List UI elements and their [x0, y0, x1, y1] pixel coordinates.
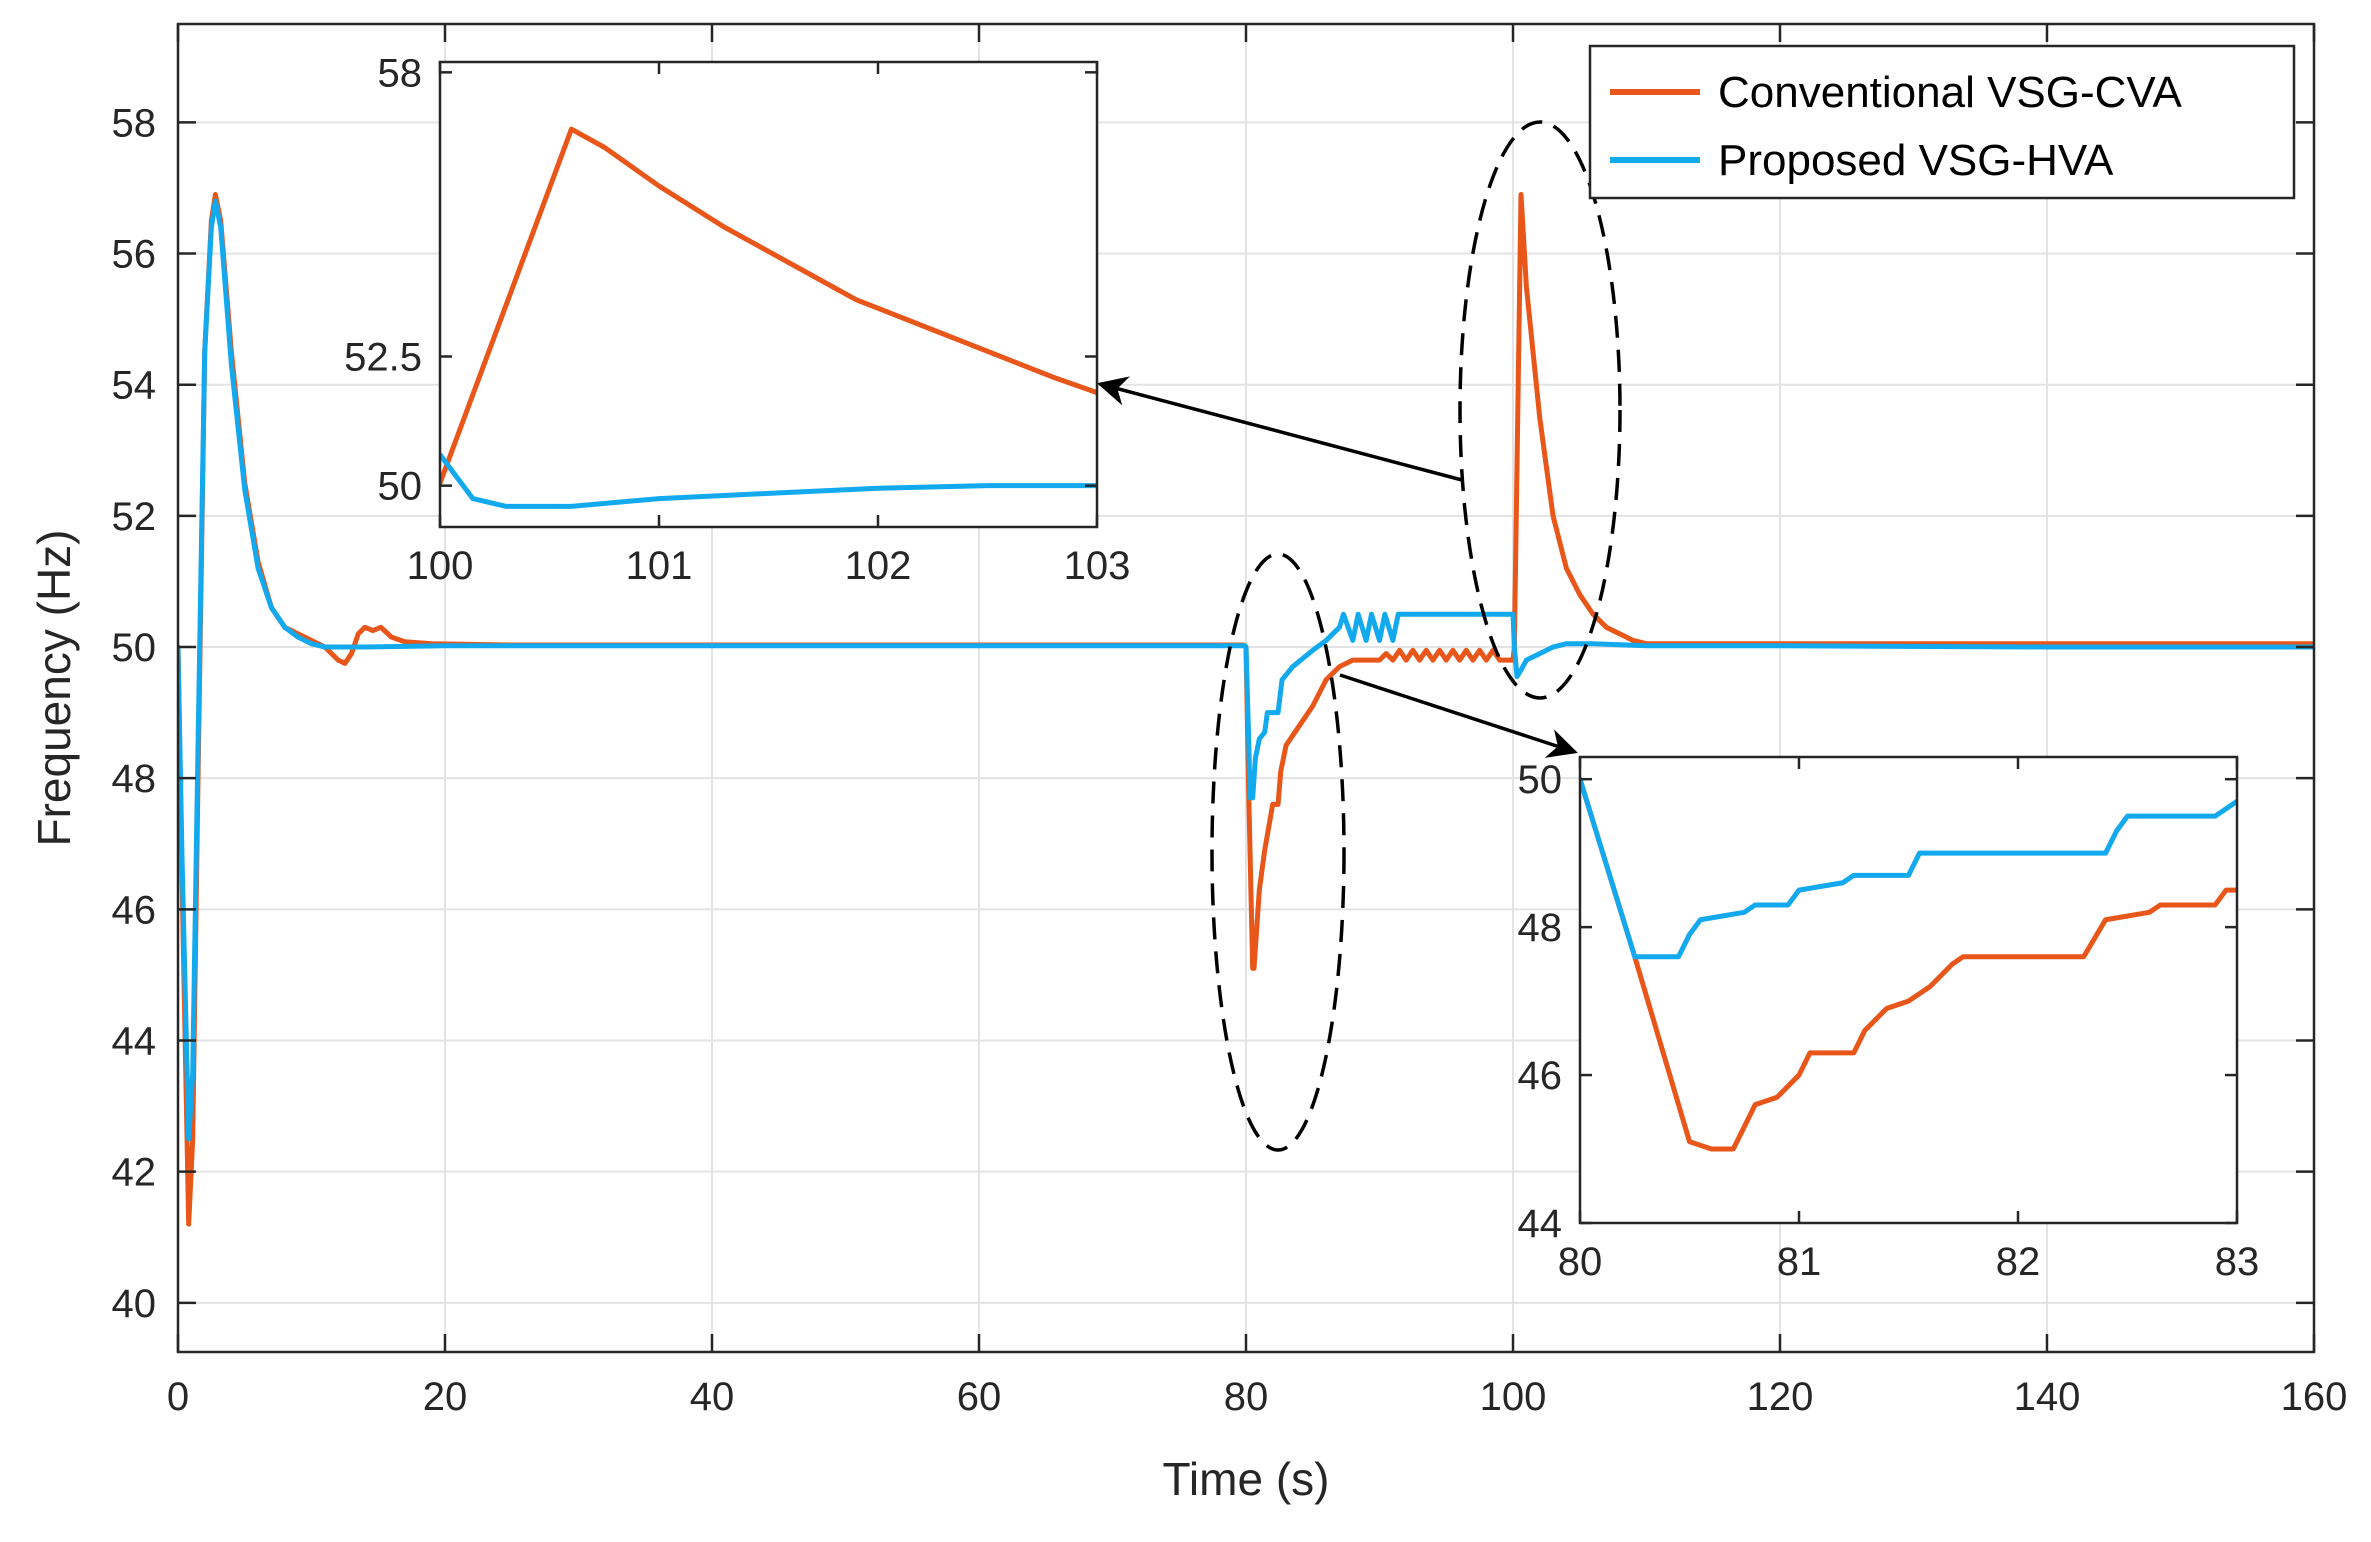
main-ytick-label-0: 40: [112, 1282, 157, 1326]
main-ytick-label-9: 58: [112, 101, 157, 145]
arrow-to-inset-100: [1097, 376, 1463, 482]
inset-80-series-conventional-line: [1580, 776, 2237, 1152]
ellipse-highlight-80s: [1210, 552, 1346, 1152]
main-axes: 0 20 40 60 80 100 120 140 160 40 42 44 46 48 50 52 54 56 5…: [28, 22, 2348, 1505]
inset-80-frame: [1578, 755, 2239, 1225]
main-ytick-label-6: 52: [112, 495, 157, 539]
inset-80-ytick-label-0: 44: [1518, 1202, 1563, 1246]
y-axis-label: Frequency (Hz): [28, 530, 80, 847]
main-ytick-label-8: 56: [112, 233, 157, 277]
inset-80-ytick-label-1: 46: [1518, 1054, 1563, 1098]
inset-100-ytick-label-1: 52.5: [344, 336, 422, 380]
inset-80-background: [1580, 757, 2237, 1223]
legend-box: [1588, 44, 2296, 200]
inset-100-series-conventional-line: [440, 126, 1097, 486]
inset-80-xtick-label-1: 81: [1777, 1240, 1822, 1284]
main-xtick-label-5: 100: [1480, 1375, 1547, 1419]
main-xtick-label-2: 40: [690, 1375, 735, 1419]
legend-label-conventional: Conventional VSG-CVA: [1718, 68, 2183, 117]
inset-80-xtick-label-2: 82: [1996, 1240, 2041, 1284]
main-xtick-label-8: 160: [2281, 1375, 2348, 1419]
inset-100-ytick-label-2: 58: [378, 51, 423, 95]
inset-100-background: [440, 62, 1097, 527]
inset-80-ytick-label-3: 50: [1518, 758, 1563, 802]
legend: Conventional VSG-CVA Proposed VSG-HVA: [1588, 44, 2296, 200]
main-ytick-label-3: 46: [112, 888, 157, 932]
inset-100-xtick-label-0: 100: [407, 544, 474, 588]
inset-100-xtick-label-1: 101: [626, 544, 693, 588]
legend-label-proposed: Proposed VSG-HVA: [1718, 136, 2114, 185]
main-ytick-label-2: 44: [112, 1019, 157, 1063]
ellipse-highlight-100s: [1458, 120, 1622, 700]
main-series-group: [178, 192, 2314, 1227]
main-ytick-label-5: 50: [112, 626, 157, 670]
x-axis-label: Time (s): [1163, 1453, 1330, 1505]
main-ytick-label-1: 42: [112, 1151, 157, 1195]
main-series-proposed-line: [178, 198, 2314, 1142]
inset-80-plot: 80 81 82 83 44 46 48 50: [1518, 755, 2260, 1284]
main-xtick-label-7: 140: [2014, 1375, 2081, 1419]
main-xtick-label-4: 80: [1224, 1375, 1269, 1419]
inset-100-xtick-label-3: 103: [1064, 544, 1131, 588]
inset-80-series-proposed-line: [1580, 776, 2237, 960]
arrow-to-inset-80: [1339, 673, 1578, 758]
annotations: [1097, 120, 1622, 1152]
main-xtick-label-0: 0: [167, 1375, 189, 1419]
main-ytick-label-7: 54: [112, 364, 157, 408]
inset-100-ytick-label-0: 50: [378, 465, 423, 509]
inset-100-plot: 100 101 102 103 50 52.5 58: [344, 51, 1130, 588]
inset-80-xtick-label-0: 80: [1558, 1240, 1603, 1284]
inset-100-series-proposed-line: [440, 452, 1097, 509]
main-ytick-label-4: 48: [112, 757, 157, 801]
inset-100-frame: [438, 60, 1099, 529]
main-xtick-label-3: 60: [957, 1375, 1002, 1419]
inset-80-xtick-label-3: 83: [2215, 1240, 2260, 1284]
main-xtick-label-6: 120: [1747, 1375, 1814, 1419]
inset-100-xtick-label-2: 102: [845, 544, 912, 588]
inset-80-ytick-label-2: 48: [1518, 906, 1563, 950]
main-xtick-label-1: 20: [423, 1375, 468, 1419]
